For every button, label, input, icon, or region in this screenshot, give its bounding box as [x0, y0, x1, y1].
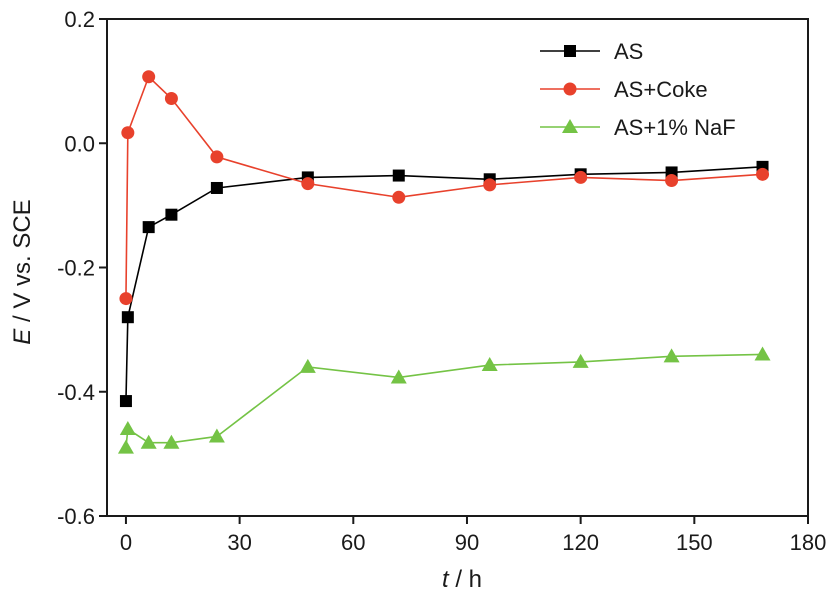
y-axis-title: E / V vs. SCE: [9, 199, 36, 344]
data-point-as-coke: [119, 292, 133, 306]
y-axis-unit: / V vs. SCE: [9, 199, 36, 328]
data-point-as: [210, 181, 223, 194]
legend-marker-as-coke: [563, 82, 577, 96]
legend: AS AS+Coke AS+1% NaF: [540, 39, 736, 140]
y-tick-label: -0.4: [57, 380, 95, 405]
data-point-as-coke: [301, 177, 315, 191]
x-axis-unit: / h: [449, 566, 482, 593]
data-point-as: [392, 169, 405, 182]
x-axis-variable: t: [442, 566, 450, 593]
legend-marker-as-1-naf: [562, 119, 578, 133]
data-point-as: [165, 208, 178, 221]
x-tick-label: 30: [227, 530, 251, 555]
x-axis-title: t / h: [442, 566, 482, 593]
legend-marker-as: [564, 45, 576, 57]
data-point-as: [142, 221, 155, 234]
legend-label-as-coke: AS+Coke: [614, 77, 708, 102]
data-point-as: [119, 395, 132, 408]
plot-series-markers: [117, 70, 771, 454]
data-point-as-1-naf: [299, 358, 316, 373]
data-point-as-coke: [164, 92, 178, 106]
data-point-as-coke: [121, 126, 135, 140]
data-point-as-1-naf: [208, 428, 225, 443]
y-tick-label: 0.2: [64, 7, 95, 32]
data-point-as-1-naf: [163, 434, 180, 449]
x-tick-label: 90: [455, 530, 479, 555]
data-point-as-1-naf: [117, 439, 134, 454]
data-point-as: [121, 311, 134, 324]
data-point-as-1-naf: [754, 346, 771, 361]
legend-label-as: AS: [614, 39, 643, 64]
data-point-as-1-naf: [481, 357, 498, 372]
data-point-as-coke: [142, 70, 156, 84]
data-point-as-1-naf: [572, 353, 589, 368]
legend-label-as-1-naf: AS+1% NaF: [614, 115, 736, 140]
x-axis-ticks: 0 30 60 90 120 150 180: [120, 516, 827, 555]
data-point-as-coke: [756, 167, 770, 181]
data-point-as-coke: [210, 150, 224, 164]
x-tick-label: 150: [676, 530, 713, 555]
data-point-as-coke: [483, 178, 497, 192]
data-point-as-1-naf: [119, 421, 136, 436]
y-axis-ticks: 0.2 0.0 -0.2 -0.4 -0.6: [57, 7, 107, 529]
series-line-as-1-naf: [125, 353, 763, 448]
y-tick-label: 0.0: [64, 131, 95, 156]
x-tick-label: 60: [341, 530, 365, 555]
data-point-as-coke: [392, 190, 406, 204]
x-tick-label: 180: [790, 530, 827, 555]
data-point-as-coke: [665, 174, 679, 188]
y-tick-label: -0.2: [57, 256, 95, 281]
y-axis-variable: E: [9, 328, 36, 345]
x-tick-label: 0: [120, 530, 132, 555]
data-point-as-1-naf: [663, 348, 680, 363]
series-line-as: [125, 166, 763, 402]
x-tick-label: 120: [562, 530, 599, 555]
data-point-as-coke: [574, 170, 588, 184]
data-point-as-1-naf: [390, 369, 407, 384]
y-tick-label: -0.6: [57, 504, 95, 529]
data-point-as-1-naf: [140, 434, 157, 449]
